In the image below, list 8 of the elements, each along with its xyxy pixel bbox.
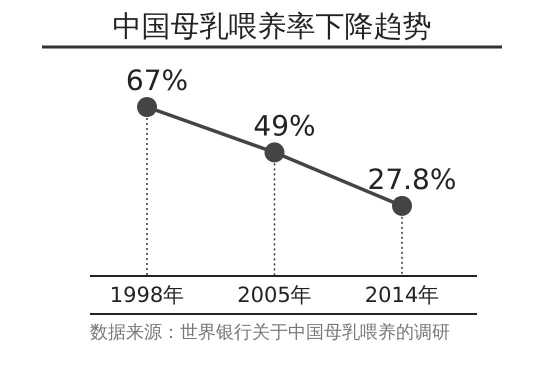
- x-tick-label: 1998年: [110, 283, 184, 307]
- data-label: 67%: [126, 64, 188, 97]
- chart-title: 中国母乳喂养率下降趋势: [112, 9, 432, 43]
- x-tick-label: 2005年: [237, 283, 312, 307]
- x-tick-label: 2014年: [364, 283, 440, 307]
- source-note: 数据来源：世界银行关于中国母乳喂养的调研: [90, 322, 450, 343]
- data-label: 49%: [253, 109, 316, 142]
- data-label: 27.8%: [368, 162, 456, 196]
